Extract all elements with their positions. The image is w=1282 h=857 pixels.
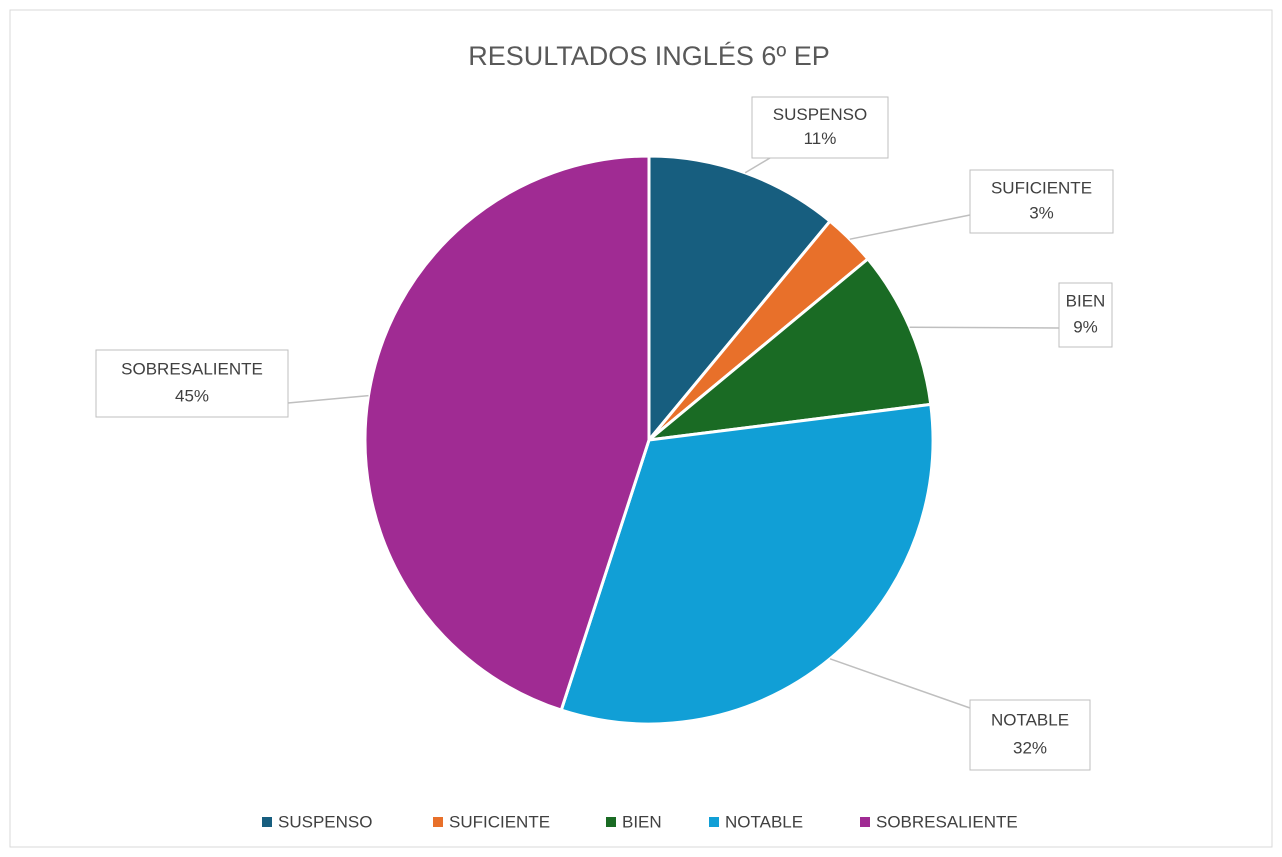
data-label-value: 32%	[1013, 738, 1047, 757]
legend-marker	[709, 817, 719, 827]
data-label-value: 9%	[1073, 317, 1098, 336]
leader-line	[829, 658, 971, 709]
legend-label: NOTABLE	[725, 812, 803, 831]
data-label-name: NOTABLE	[991, 710, 1069, 729]
data-label-name: SUFICIENTE	[991, 178, 1092, 197]
data-label-box	[1058, 282, 1113, 348]
data-label-value: 45%	[175, 386, 209, 405]
legend-marker	[433, 817, 443, 827]
data-label-value: 3%	[1029, 204, 1054, 223]
pie-slice	[363, 154, 651, 712]
data-label-box	[969, 169, 1114, 234]
legend-marker	[860, 817, 870, 827]
pie-slice	[647, 154, 833, 445]
legend-label: BIEN	[622, 812, 662, 831]
data-label-name: BIEN	[1066, 292, 1106, 311]
data-label-name: SUSPENSO	[773, 105, 867, 124]
leader-line	[909, 326, 1060, 329]
legend-label: SOBRESALIENTE	[876, 812, 1018, 831]
legend-label: SUSPENSO	[278, 812, 372, 831]
data-label-box	[751, 96, 889, 159]
data-label-name: SOBRESALIENTE	[121, 360, 263, 379]
leader-line	[287, 394, 369, 404]
data-label-value: 11%	[804, 129, 837, 148]
data-label-box	[969, 699, 1091, 771]
leader-line	[849, 214, 971, 240]
chart-title: RESULTADOS INGLÉS 6º EP	[468, 41, 829, 71]
pie-slice	[559, 402, 935, 726]
legend-marker	[262, 817, 272, 827]
legend-marker	[606, 817, 616, 827]
legend-label: SUFICIENTE	[449, 812, 550, 831]
data-label-box	[95, 349, 289, 418]
leader-line	[744, 157, 771, 174]
